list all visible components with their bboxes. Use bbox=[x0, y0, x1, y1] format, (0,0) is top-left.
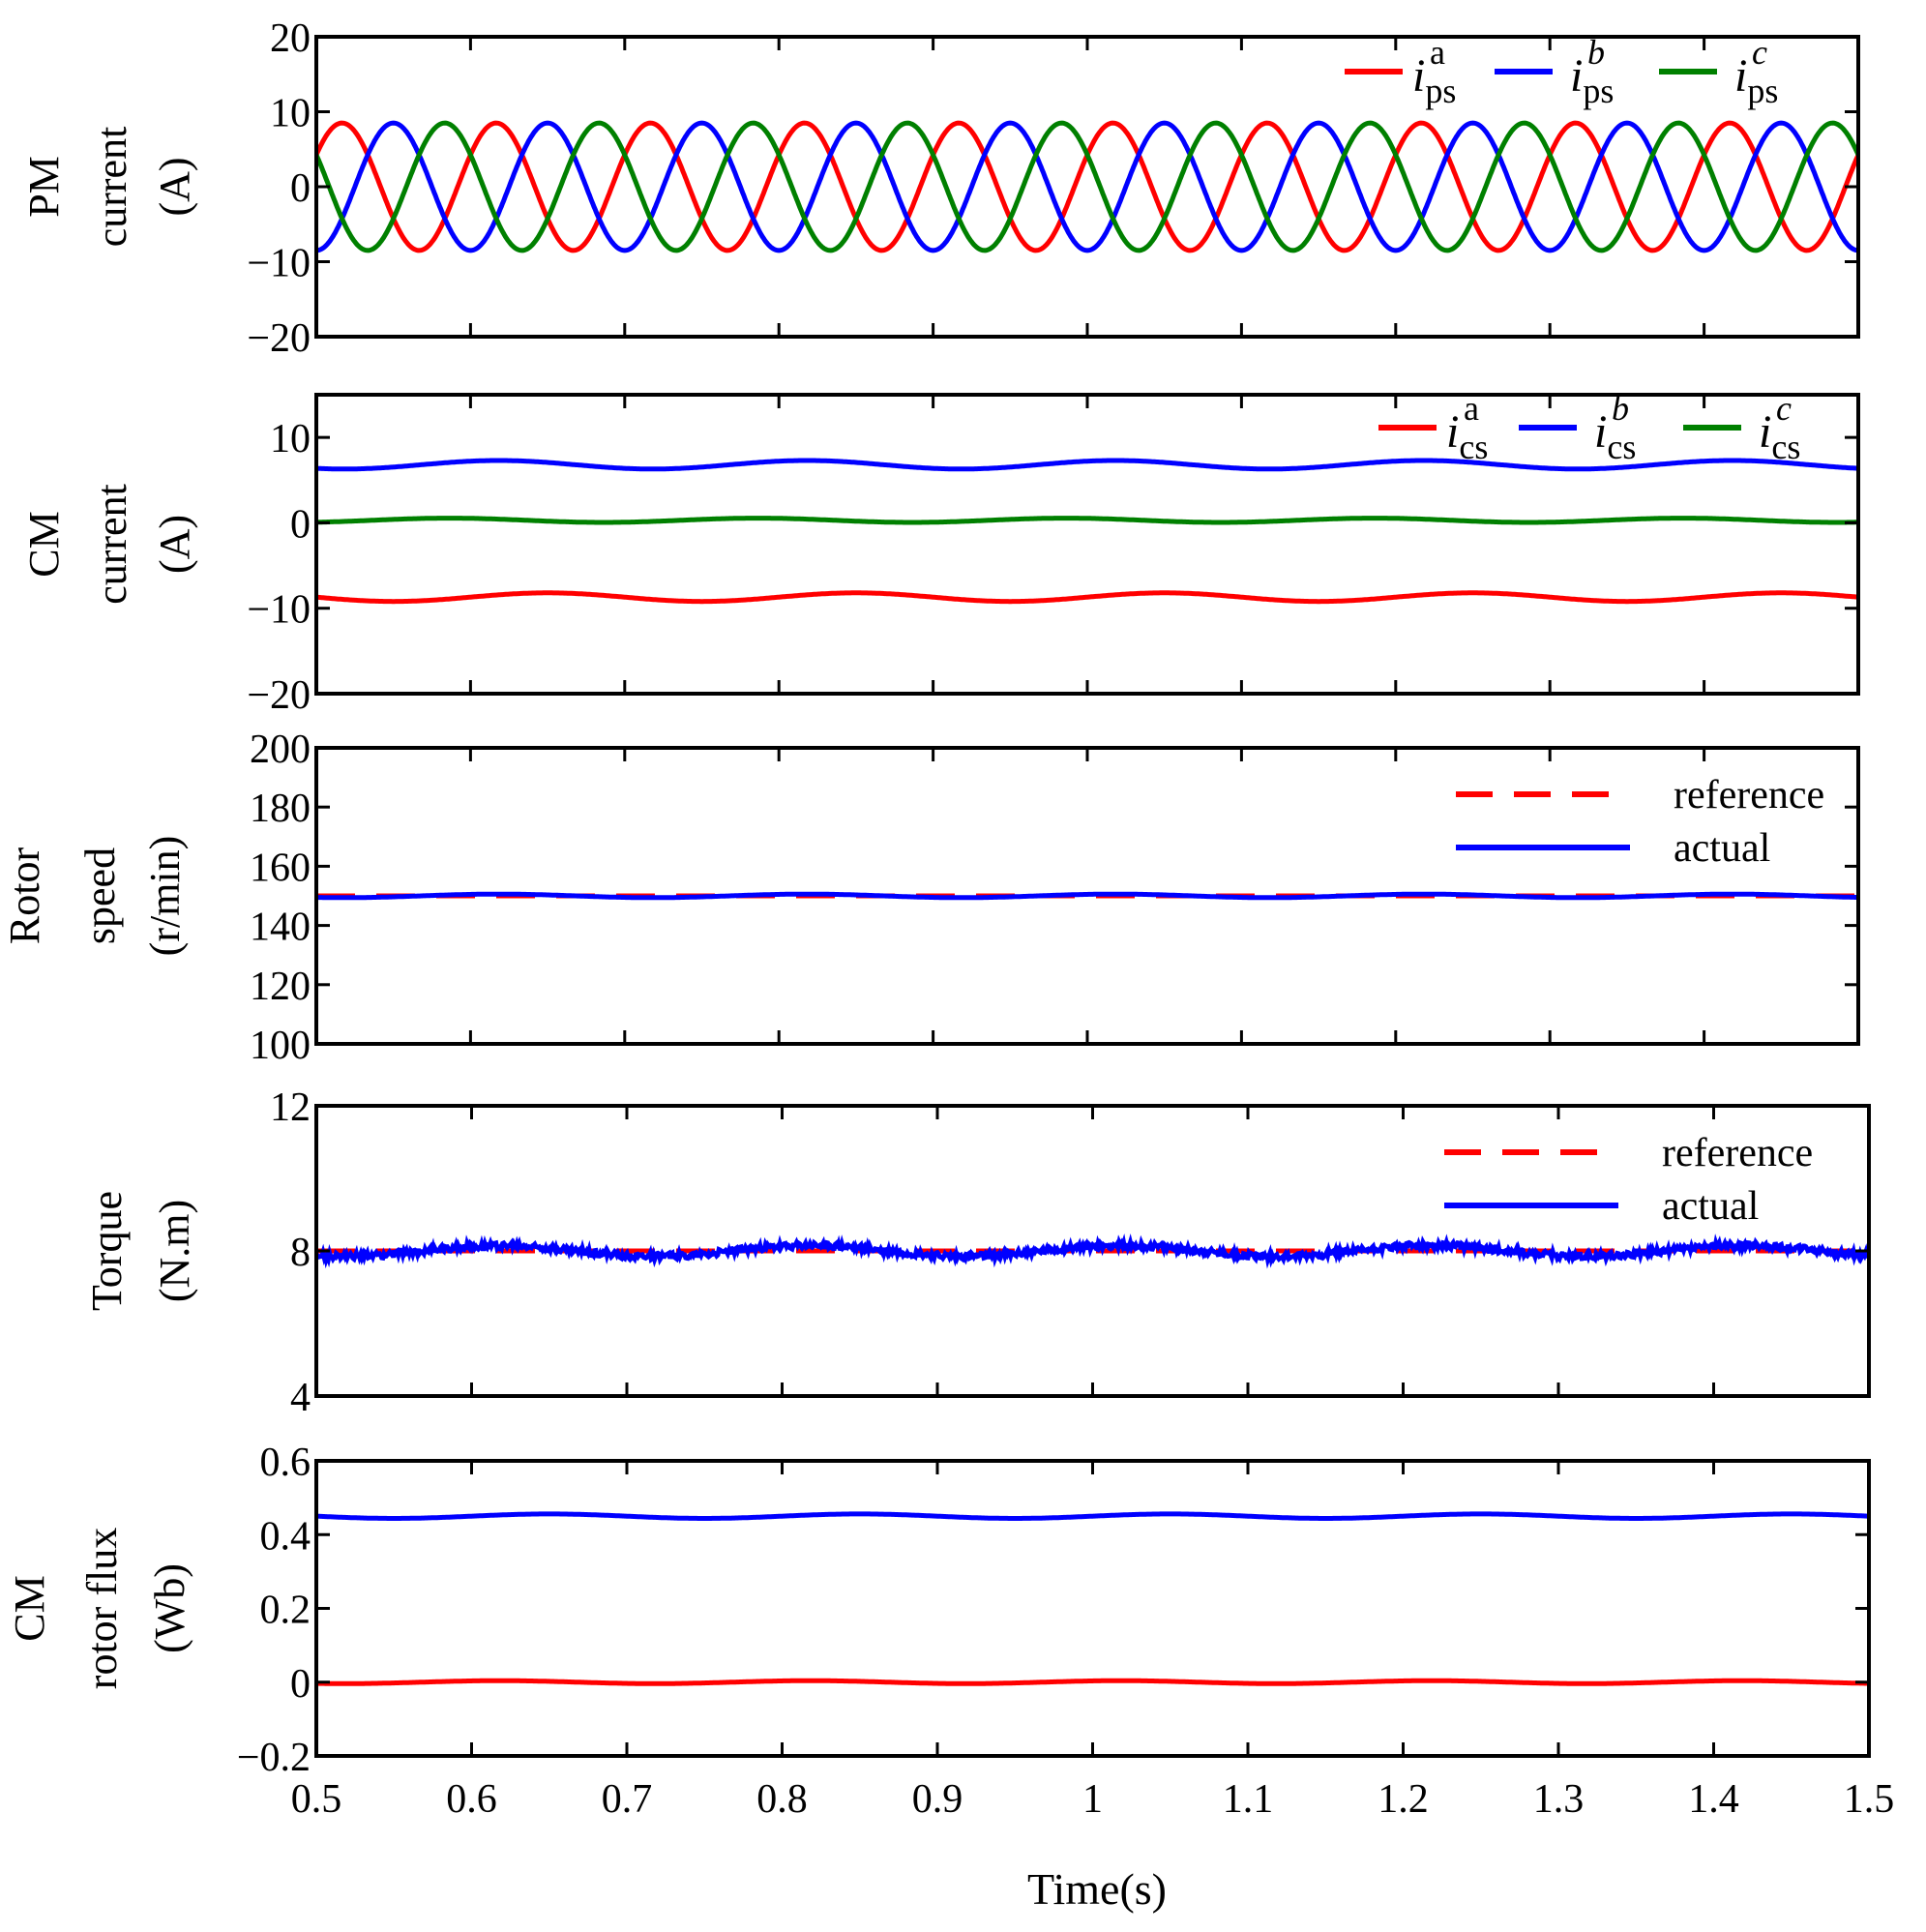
legend-label-sup: b bbox=[1612, 389, 1629, 428]
legend-label: ips bbox=[1570, 50, 1614, 110]
y-tick-label: 4 bbox=[290, 1376, 311, 1420]
y-tick-label: −10 bbox=[247, 588, 311, 633]
y-axis-label-line: CM bbox=[20, 511, 68, 577]
y-axis-label-line: Rotor bbox=[1, 847, 48, 945]
y-axis-label-line: current bbox=[88, 127, 135, 248]
legend-label: actual bbox=[1662, 1184, 1759, 1229]
x-tick-label: 0.7 bbox=[602, 1777, 653, 1822]
plot-frame bbox=[314, 1459, 1871, 1758]
y-tick-label: 0.6 bbox=[260, 1441, 311, 1485]
x-tick-label: 1.1 bbox=[1223, 1777, 1274, 1822]
y-tick-label: −20 bbox=[247, 673, 311, 718]
series-line-2 bbox=[316, 891, 1858, 901]
plot-frame bbox=[314, 35, 1860, 339]
y-axis-label-line: (A) bbox=[151, 157, 198, 216]
subplot-4: 12 8 4 Torque (N.m) reference actual bbox=[83, 1085, 1871, 1420]
legend-label-sup: c bbox=[1752, 33, 1767, 72]
y-axis-label-line: rotor flux bbox=[78, 1528, 126, 1689]
y-axis-label-line: CM bbox=[6, 1575, 53, 1641]
y-axis-label-line: (Wb) bbox=[146, 1563, 193, 1653]
y-tick-label: 0 bbox=[290, 1662, 311, 1707]
legend-label: ics bbox=[1446, 406, 1488, 466]
x-tick-label: 0.9 bbox=[912, 1777, 963, 1822]
x-tick-label: 0.5 bbox=[291, 1777, 342, 1822]
y-axis-label-line: current bbox=[88, 484, 135, 605]
legend-label: reference bbox=[1674, 773, 1824, 817]
subplot-3: 200 180 160 140 120 100 Rotor speed (r/min) refer… bbox=[1, 728, 1860, 1068]
series-group bbox=[316, 120, 1858, 253]
series-line-2 bbox=[316, 1233, 1869, 1269]
y-tick-label: 100 bbox=[250, 1024, 311, 1068]
y-tick-label: 12 bbox=[270, 1085, 311, 1130]
y-tick-label: 200 bbox=[250, 728, 311, 772]
y-tick-label: −20 bbox=[247, 316, 311, 361]
legend-label: ics bbox=[1759, 406, 1800, 466]
series-group bbox=[316, 891, 1858, 901]
legend-label-sup: a bbox=[1464, 389, 1479, 428]
y-axis-label-line: (r/min) bbox=[141, 836, 189, 957]
y-tick-label: 0 bbox=[290, 166, 311, 211]
x-axis-label: Time(s) bbox=[1027, 1864, 1167, 1914]
series-line-3 bbox=[316, 120, 1858, 253]
y-tick-label: 8 bbox=[290, 1231, 311, 1275]
subplot-5: 0.5 0.6 0.7 0.8 0.9 1 1.1 1.2 1.3 1.4 1.5 0.6 0.4 0.2… bbox=[6, 1441, 1894, 1822]
y-tick-label: 120 bbox=[250, 965, 311, 1009]
x-tick-label: 0.6 bbox=[446, 1777, 497, 1822]
series-line-2 bbox=[316, 1678, 1869, 1686]
series-line-2 bbox=[316, 120, 1858, 253]
legend-label: reference bbox=[1662, 1131, 1813, 1175]
legend: reference actual bbox=[1444, 1131, 1813, 1229]
series-line-3 bbox=[316, 516, 1858, 525]
legend-label: ips bbox=[1412, 50, 1456, 110]
legend-label-sup: b bbox=[1587, 33, 1605, 72]
y-tick-label: −10 bbox=[247, 242, 311, 286]
y-tick-label: 0.4 bbox=[260, 1514, 311, 1559]
y-tick-label: −0.2 bbox=[237, 1736, 311, 1780]
y-axis-label-line: speed bbox=[76, 847, 124, 944]
x-tick-label: 1.5 bbox=[1844, 1777, 1895, 1822]
y-tick-label: 140 bbox=[250, 906, 311, 950]
y-tick-label: 10 bbox=[270, 92, 311, 136]
x-tick-label: 0.8 bbox=[756, 1777, 808, 1822]
y-tick-label: 0 bbox=[290, 502, 311, 547]
x-tick-label: 1.2 bbox=[1378, 1777, 1429, 1822]
series-line-1 bbox=[316, 120, 1858, 253]
x-tick-label: 1.4 bbox=[1688, 1777, 1739, 1822]
legend-label-sup: a bbox=[1430, 33, 1445, 72]
legend-label-sup: c bbox=[1776, 389, 1792, 428]
y-axis-label-line: Torque bbox=[83, 1191, 131, 1311]
series-line-1 bbox=[316, 590, 1858, 605]
x-tick-label: 1 bbox=[1082, 1777, 1103, 1822]
series-group bbox=[316, 1511, 1869, 1686]
legend-label: ips bbox=[1734, 50, 1778, 110]
y-tick-label: 10 bbox=[270, 417, 311, 461]
y-axis-label-line: PM bbox=[20, 156, 68, 218]
series-line-2 bbox=[316, 458, 1858, 472]
y-tick-label: 20 bbox=[270, 16, 311, 61]
series-group bbox=[316, 458, 1858, 605]
y-axis-label-line: (A) bbox=[151, 515, 198, 574]
series-group bbox=[316, 1233, 1869, 1269]
y-axis-label-line: (N.m) bbox=[151, 1200, 198, 1302]
legend: reference actual bbox=[1456, 773, 1824, 871]
x-tick-label: 1.3 bbox=[1533, 1777, 1585, 1822]
y-tick-label: 0.2 bbox=[260, 1589, 311, 1633]
y-tick-label: 160 bbox=[250, 846, 311, 890]
legend-label: actual bbox=[1674, 826, 1770, 871]
legend-label: ics bbox=[1594, 406, 1636, 466]
y-tick-label: 180 bbox=[250, 787, 311, 831]
series-line-1 bbox=[316, 1511, 1869, 1521]
